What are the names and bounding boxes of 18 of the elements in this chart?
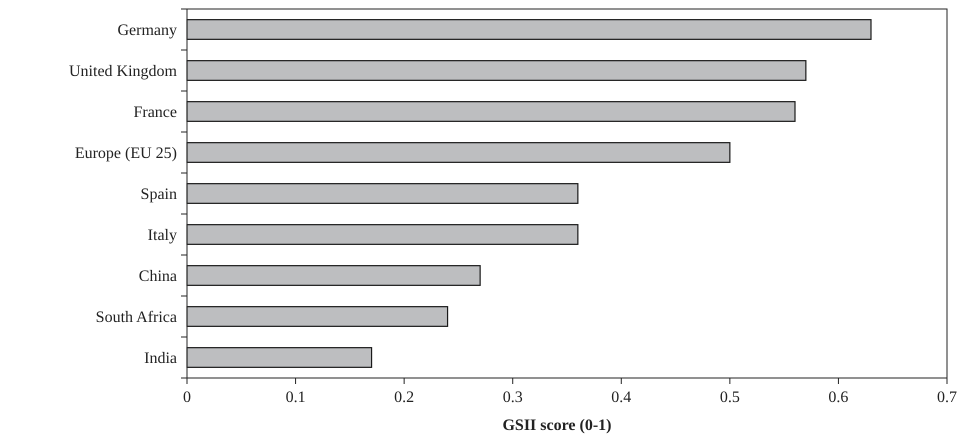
y-tick-label: Spain xyxy=(140,186,177,204)
y-tick-label: Germany xyxy=(117,22,177,40)
x-tick-label: 0.2 xyxy=(394,389,414,406)
y-tick-label: Europe (EU 25) xyxy=(74,145,177,162)
x-tick-label: 0.6 xyxy=(828,389,848,406)
y-tick-label: China xyxy=(138,268,177,286)
x-tick-label: 0.5 xyxy=(720,389,740,406)
x-tick-label: 0.4 xyxy=(611,389,632,406)
x-axis-title: GSII score (0-1) xyxy=(502,417,612,434)
y-tick-label: France xyxy=(133,104,177,122)
x-tick-label: 0.3 xyxy=(502,389,523,406)
y-tick-label: South Africa xyxy=(96,309,177,326)
x-tick-label: 0.1 xyxy=(286,389,306,406)
x-tick-label: 0 xyxy=(183,389,191,406)
y-tick-label: United Kingdom xyxy=(69,63,178,80)
y-tick-label: India xyxy=(144,350,177,368)
y-tick-label: Italy xyxy=(148,227,177,244)
x-tick-label: 0.7 xyxy=(937,389,957,406)
